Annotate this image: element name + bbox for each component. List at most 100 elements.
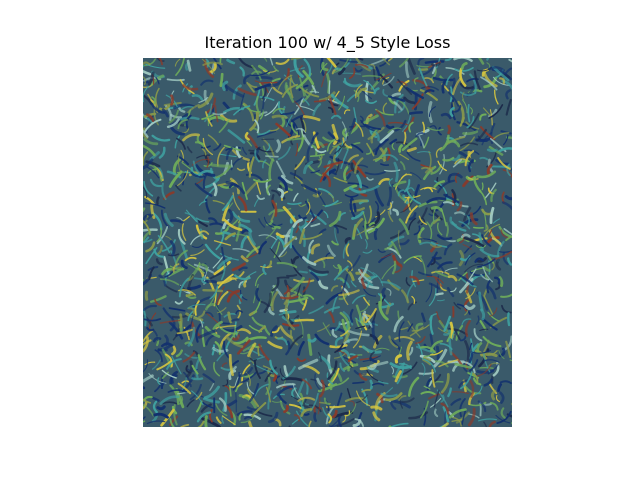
texture-stroke — [218, 118, 230, 133]
texture-stroke — [385, 124, 395, 130]
texture-stroke — [498, 276, 504, 288]
texture-stroke — [301, 233, 323, 240]
texture-stroke — [328, 80, 331, 95]
texture-stroke — [356, 174, 363, 189]
texture-stroke — [261, 138, 275, 141]
texture-stroke — [377, 248, 386, 253]
texture-stroke — [334, 321, 341, 331]
texture-stroke — [300, 408, 313, 417]
texture-stroke — [149, 178, 163, 188]
texture-stroke — [461, 91, 465, 101]
texture-stroke — [439, 154, 445, 175]
texture-stroke — [203, 162, 213, 167]
texture-stroke — [168, 415, 179, 426]
texture-stroke — [364, 171, 386, 176]
texture-stroke — [215, 416, 222, 424]
texture-stroke — [409, 275, 420, 285]
texture-stroke — [197, 220, 208, 228]
texture-stroke — [393, 161, 399, 183]
texture-stroke — [162, 401, 179, 405]
texture-stroke — [186, 284, 202, 291]
texture-stroke — [161, 209, 170, 228]
texture-stroke — [298, 270, 308, 274]
texture-stroke — [319, 164, 334, 183]
texture-stroke — [505, 136, 512, 140]
texture-stroke — [258, 325, 266, 333]
texture-stroke — [431, 369, 436, 388]
texture-stroke — [505, 235, 512, 242]
texture-stroke — [364, 220, 369, 240]
texture-stroke — [488, 383, 498, 395]
texture-stroke — [366, 205, 373, 226]
texture-stroke — [396, 80, 408, 87]
texture-stroke — [222, 218, 231, 230]
texture-stroke — [197, 262, 201, 269]
texture-stroke — [459, 67, 467, 87]
texture-stroke — [189, 383, 202, 401]
texture-stroke — [244, 416, 253, 420]
texture-stroke — [435, 360, 449, 368]
texture-stroke — [380, 163, 390, 166]
texture-stroke — [277, 337, 289, 346]
texture-stroke — [275, 160, 286, 178]
texture-stroke — [387, 210, 394, 223]
texture-stroke — [255, 76, 273, 80]
texture-stroke — [460, 62, 468, 70]
texture-stroke — [398, 239, 410, 246]
texture-stroke — [358, 263, 369, 281]
texture-stroke — [442, 406, 450, 423]
texture-stroke — [151, 96, 156, 105]
texture-stroke — [177, 382, 192, 395]
texture-stroke — [411, 93, 424, 110]
texture-stroke — [144, 361, 156, 366]
texture-stroke — [154, 298, 162, 307]
texture-stroke — [422, 121, 425, 133]
texture-stroke — [333, 265, 349, 281]
texture-stroke — [372, 271, 384, 287]
texture-stroke — [177, 119, 188, 130]
texture-stroke — [279, 368, 289, 380]
texture-stroke — [372, 411, 381, 422]
texture-stroke — [151, 396, 160, 402]
texture-stroke — [263, 58, 268, 62]
texture-stroke — [168, 307, 186, 312]
texture-stroke — [203, 385, 220, 400]
texture-stroke — [502, 251, 509, 266]
texture-stroke — [413, 93, 418, 111]
texture-stroke — [476, 170, 497, 179]
texture-stroke — [470, 107, 473, 115]
texture-stroke — [487, 311, 500, 322]
texture-stroke — [322, 136, 337, 143]
texture-stroke — [181, 162, 197, 175]
texture-stroke — [211, 348, 219, 354]
texture-stroke — [213, 361, 221, 377]
texture-stroke — [456, 121, 477, 132]
texture-stroke — [258, 81, 278, 84]
texture-stroke — [231, 318, 240, 322]
texture-stroke — [338, 67, 346, 76]
texture-stroke — [277, 176, 288, 191]
texture-stroke — [458, 379, 469, 389]
texture-stroke — [394, 265, 403, 274]
texture-stroke — [403, 179, 411, 193]
texture-stroke — [389, 138, 398, 145]
figure-title: Iteration 100 w/ 4_5 Style Loss — [204, 33, 451, 52]
texture-stroke — [334, 336, 344, 347]
texture-stroke — [231, 334, 241, 341]
texture-stroke — [342, 137, 353, 149]
texture-stroke — [472, 274, 484, 279]
texture-stroke — [312, 131, 320, 149]
texture-stroke — [191, 243, 204, 249]
texture-stroke — [326, 58, 337, 68]
texture-stroke — [332, 58, 349, 74]
texture-stroke — [247, 348, 263, 357]
texture-stroke — [381, 263, 396, 280]
texture-stroke — [427, 126, 444, 131]
texture-canvas — [143, 58, 512, 427]
texture-stroke — [302, 256, 317, 266]
texture-stroke — [228, 183, 240, 189]
texture-stroke — [143, 336, 149, 353]
texture-stroke — [434, 276, 443, 287]
texture-stroke — [464, 150, 475, 167]
texture-stroke — [337, 416, 342, 427]
